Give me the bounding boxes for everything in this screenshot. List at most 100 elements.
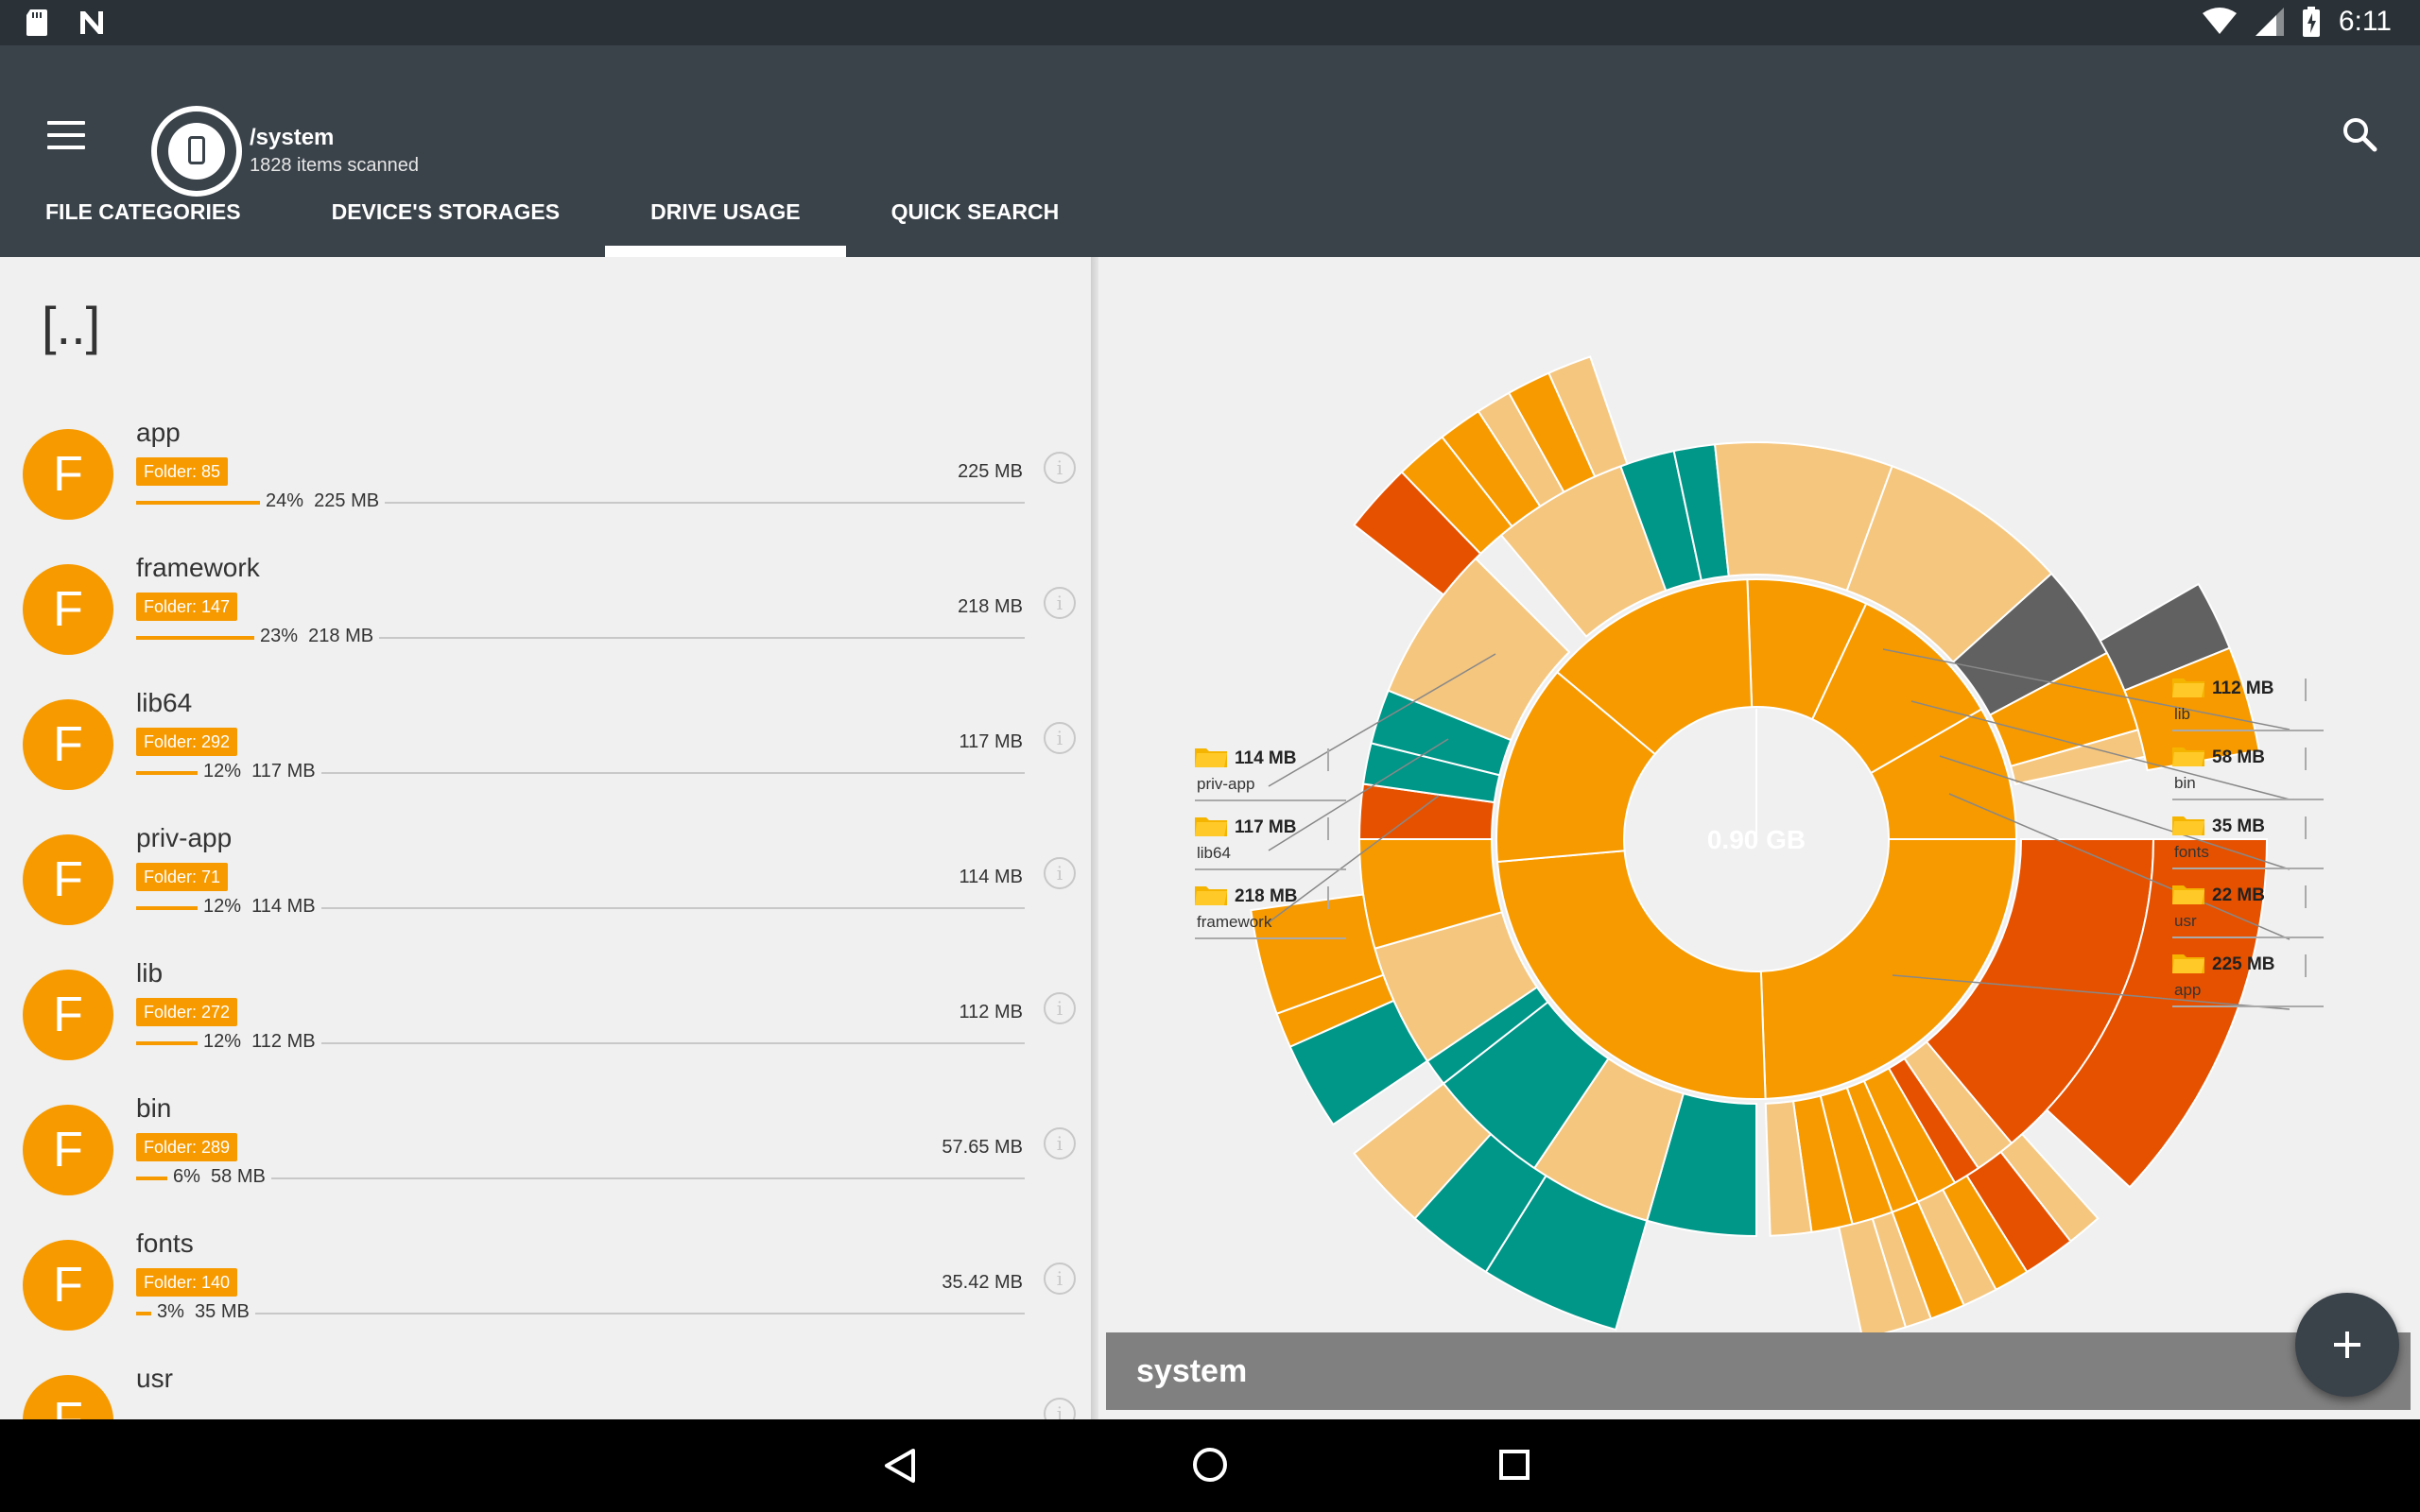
- panel-divider[interactable]: [1091, 257, 1098, 1419]
- info-icon[interactable]: i: [1044, 587, 1076, 619]
- folder-name: bin: [136, 1093, 172, 1123]
- usage-bar-fill: [136, 1312, 151, 1315]
- ring2-segment[interactable]: [1387, 557, 1571, 742]
- legend-leader-line: [1939, 755, 2290, 870]
- total-size-label: 0.90 GB: [1707, 825, 1806, 854]
- legend-tick: [2305, 954, 2307, 977]
- path-title: /system: [250, 125, 335, 150]
- items-scanned-text: 1828 items scanned: [250, 155, 420, 176]
- legend-name: framework: [1197, 913, 1272, 931]
- tab-bar: FILE CATEGORIES DEVICE'S STORAGES DRIVE …: [0, 185, 1104, 257]
- legend-leader-line: [1268, 795, 1440, 923]
- legend-underline: [2172, 1005, 2324, 1007]
- legend-size: 22 MB: [2212, 885, 2265, 905]
- usage-bar-label: 24% 225 MB: [260, 490, 386, 512]
- legend-leader-line: [1882, 648, 2290, 730]
- folder-name: usr: [136, 1364, 173, 1393]
- legend-underline: [2172, 936, 2324, 938]
- phone-icon: [188, 136, 205, 164]
- usage-bar-fill: [136, 771, 198, 775]
- folder-size: 112 MB: [959, 1002, 1023, 1022]
- back-icon[interactable]: [883, 1448, 917, 1484]
- folder-name: framework: [136, 553, 260, 582]
- folder-icon: [2172, 679, 2204, 697]
- folder-size: 57.65 MB: [942, 1137, 1023, 1158]
- ring3-segment[interactable]: [1838, 1217, 1908, 1340]
- usage-size: 114 MB: [251, 896, 316, 917]
- app-logo: [151, 106, 242, 197]
- info-icon[interactable]: i: [1044, 1127, 1076, 1160]
- tab-quick-search[interactable]: QUICK SEARCH: [890, 199, 1060, 224]
- tab-drive-usage[interactable]: DRIVE USAGE: [605, 185, 847, 257]
- legend-size: 112 MB: [2212, 679, 2274, 698]
- usage-bar-label: 3% 35 MB: [151, 1301, 255, 1323]
- usage-size: 225 MB: [314, 490, 380, 511]
- folder-list-item[interactable]: Fusr i: [0, 1356, 1091, 1419]
- legend-tick: [2305, 885, 2307, 908]
- legend-underline: [1195, 868, 1346, 870]
- usage-size: 218 MB: [308, 626, 374, 646]
- ring3-segment[interactable]: [2123, 646, 2260, 772]
- info-icon[interactable]: i: [1044, 452, 1076, 484]
- folder-icon: [1195, 817, 1227, 836]
- legend-underline: [2172, 730, 2324, 731]
- add-fab-button[interactable]: [2295, 1293, 2399, 1397]
- home-icon[interactable]: [1193, 1448, 1227, 1482]
- info-icon[interactable]: i: [1044, 722, 1076, 754]
- folder-avatar: F: [23, 699, 113, 790]
- legend-size: 35 MB: [2212, 816, 2265, 836]
- folder-avatar: F: [23, 1240, 113, 1331]
- ring3-segment[interactable]: [1250, 893, 1385, 1015]
- info-icon[interactable]: i: [1044, 992, 1076, 1024]
- info-icon[interactable]: i: [1044, 1263, 1076, 1295]
- usage-percent: 12%: [203, 761, 242, 782]
- ring1-segment-priv-app[interactable]: [1555, 578, 1754, 756]
- ring2-segment[interactable]: [1764, 1100, 1813, 1237]
- ring1-segment-framework[interactable]: [1495, 850, 1767, 1100]
- ring1-segment-app[interactable]: [1759, 838, 2018, 1100]
- folder-name: priv-app: [136, 823, 233, 852]
- ring3-segment-app[interactable]: [2045, 838, 2269, 1189]
- legend-leader-line: [1948, 793, 2290, 940]
- folder-name: lib64: [136, 688, 193, 717]
- tab-devices-storages[interactable]: DEVICE'S STORAGES: [331, 199, 561, 224]
- usage-bar: 3% 35 MB: [136, 1301, 1025, 1323]
- legend-tick: [1327, 817, 1329, 840]
- ring3-segment[interactable]: [1547, 355, 1629, 478]
- usage-percent: 12%: [203, 896, 242, 917]
- drive-usage-chart-panel: 0.90 GB 114 MB priv-app 117 MB lib64 218 MB f…: [1098, 257, 2420, 1419]
- legend-leader-line: [1910, 700, 2290, 800]
- search-icon[interactable]: [2341, 115, 2378, 153]
- legend-name: priv-app: [1197, 775, 1255, 793]
- usage-bar-fill: [136, 1177, 167, 1180]
- sunburst-chart[interactable]: 0.90 GB: [1098, 257, 2420, 1419]
- ring3-segment[interactable]: [1353, 1082, 1493, 1220]
- info-icon[interactable]: i: [1044, 1398, 1076, 1419]
- legend-size: 117 MB: [1235, 817, 1297, 837]
- info-icon[interactable]: i: [1044, 857, 1076, 889]
- usage-bar-fill: [136, 501, 260, 505]
- usage-percent: 24%: [266, 490, 304, 511]
- folder-size: 117 MB: [959, 731, 1023, 752]
- legend-underline: [2172, 799, 2324, 800]
- tab-file-categories[interactable]: FILE CATEGORIES: [45, 199, 241, 224]
- legend-tick: [1327, 748, 1329, 771]
- folder-size: 218 MB: [958, 596, 1023, 617]
- usage-bar: 12% 114 MB: [136, 896, 1025, 918]
- folder-icon: [2172, 954, 2204, 973]
- recent-apps-icon[interactable]: [1499, 1450, 1530, 1480]
- folder-avatar: F: [23, 564, 113, 655]
- menu-icon[interactable]: [47, 121, 85, 149]
- legend-size: 58 MB: [2212, 747, 2265, 767]
- parent-directory-entry[interactable]: [..]: [42, 296, 101, 355]
- folder-count-badge: Folder: 85: [136, 457, 229, 486]
- folder-name: fonts: [136, 1228, 194, 1258]
- folder-count-badge: Folder: 272: [136, 998, 238, 1026]
